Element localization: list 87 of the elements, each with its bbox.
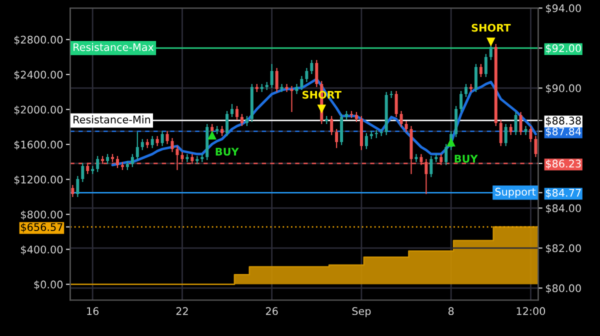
candlestick [310,60,314,75]
candlestick [280,84,284,93]
x-tick-label: 22 [176,307,188,315]
ref-line-label: Support [495,188,536,198]
candlestick [394,90,398,118]
candlestick [330,116,334,136]
y-tick-label: $400.00 [21,245,63,255]
candlestick [474,64,478,93]
candlestick [136,132,139,161]
y2-tick-label: $94.00 [546,4,581,14]
x-tick-label: 8 [448,307,454,316]
y-tick-label: $0.00 [34,280,63,290]
y-tick-label: $2000.00 [14,106,63,115]
candlestick [534,136,538,158]
candlestick [71,184,74,198]
candlestick [404,120,408,133]
candlestick [245,116,248,127]
candlestick [514,112,518,136]
candlestick [400,110,403,128]
candlestick [444,144,448,166]
y2-tick-label: $84.77 [546,188,581,198]
candlestick [295,84,298,95]
point [317,104,326,114]
text: SHORT [472,24,511,32]
x-tick-label: 26 [266,307,278,316]
x-tick-label: 16 [87,307,99,316]
candlestick [464,84,468,98]
candlestick [509,124,512,136]
candlestick [519,112,522,136]
candlestick [460,90,463,113]
y-tick-label: $800.00 [21,210,63,220]
candlestick [285,84,288,93]
x-tick-label: Sep [352,307,371,318]
candlestick [226,110,229,137]
candlestick [76,176,80,198]
y2-tick-label: $80.00 [546,284,581,294]
candlestick [156,136,159,147]
candlestick [484,54,488,78]
candlestick [230,104,234,118]
candlestick [166,130,169,145]
y2-tick-label: $87.84 [546,127,582,137]
candlestick [335,128,338,149]
candlestick [140,138,144,151]
y2-tick-label: $84.00 [546,204,581,214]
y2-tick-label: $92.00 [546,44,581,54]
candlestick [529,126,532,143]
point [446,138,456,146]
candlestick [160,130,164,147]
candlestick [270,64,274,89]
y-tick-label: $1200.00 [14,175,63,185]
candlestick [315,60,318,88]
candlestick [354,112,358,123]
candlestick [479,64,482,78]
candlestick [96,156,100,173]
candlestick [186,154,189,163]
candlestick [240,114,244,127]
series-label: BUY [454,154,478,163]
candlestick [430,156,433,178]
ref-line-label: Resistance-Min [74,115,150,124]
candlestick [106,154,110,165]
candlestick [170,138,174,153]
y2-tick-label: $90.00 [546,84,581,94]
candlestick [300,76,304,91]
y-tick-label: $2800.00 [14,36,63,46]
x-tick-label: 12:00 [516,307,546,316]
ref-line-label: Resistance-Max [74,43,154,52]
candlestick [414,154,418,163]
candlestick [220,126,224,137]
candlestick [364,132,368,150]
candlestick [275,68,278,93]
y2-tick-label: $82.00 [546,244,581,254]
candlestick [130,154,134,168]
candlestick [489,44,492,61]
y-tick-label: $2400.00 [14,70,63,80]
candlestick [81,162,84,183]
point [208,130,216,140]
candlestick [499,120,502,147]
y2-tick-label: $86.23 [546,160,581,169]
candlestick [150,136,154,149]
y2-tick-label: $88.38 [546,116,581,126]
point [486,38,496,46]
candlestick [504,124,508,147]
y-tick-label: $1600.00 [14,140,63,150]
candlestick [235,106,238,121]
y-tick-label: $656.57 [21,222,62,232]
text: BUY [216,148,239,156]
candlestick [305,68,308,83]
